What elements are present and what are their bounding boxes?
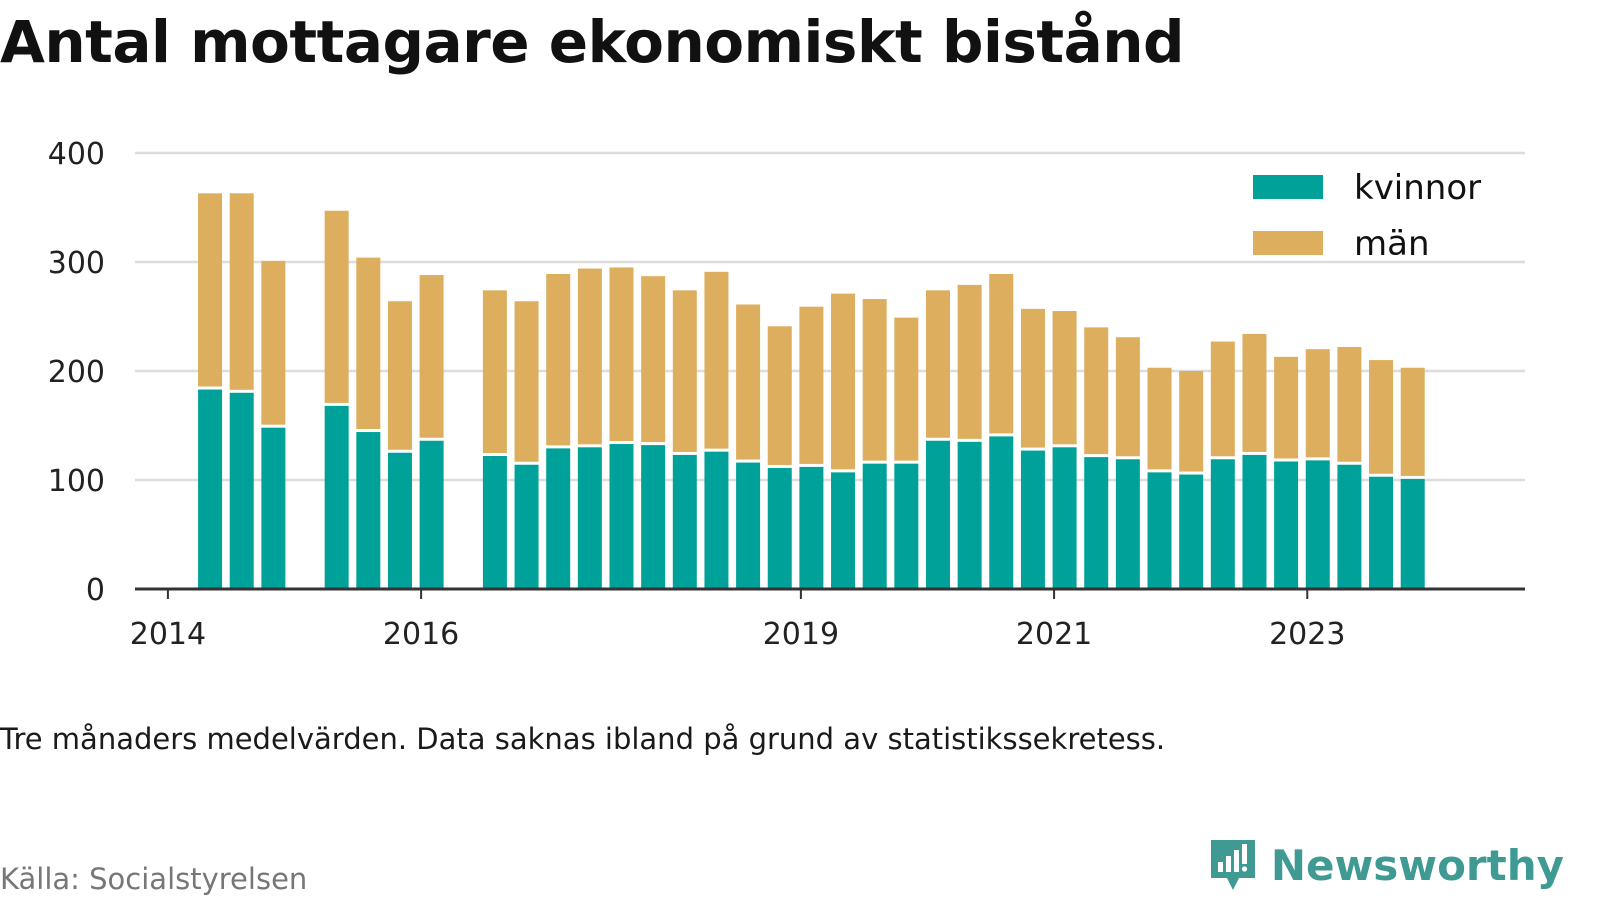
- bar-kvinnor: [1179, 474, 1204, 589]
- bar-man: [1115, 337, 1140, 457]
- bar-man: [1400, 367, 1425, 476]
- brand-logo: Newsworthy: [1207, 836, 1564, 894]
- y-tick-label: 100: [48, 464, 105, 499]
- bar-man: [514, 301, 539, 462]
- bar-man: [925, 290, 950, 438]
- bar-kvinnor: [324, 405, 349, 589]
- bar-kvinnor: [546, 448, 571, 589]
- bar-kvinnor: [482, 456, 507, 589]
- bar-kvinnor: [989, 436, 1014, 589]
- bar-man: [324, 210, 349, 403]
- bar-kvinnor: [1369, 476, 1394, 589]
- bar-man: [1052, 311, 1077, 445]
- bar-man: [419, 275, 444, 438]
- bar-man: [767, 326, 792, 466]
- bar-man: [862, 299, 887, 461]
- bar-man: [989, 273, 1014, 434]
- x-tick-label: 2016: [383, 617, 459, 652]
- bar-man: [546, 273, 571, 446]
- bar-kvinnor: [862, 463, 887, 589]
- chart-title: Antal mottagare ekonomiskt bistånd: [0, 8, 1185, 76]
- bar-man: [1020, 308, 1045, 448]
- bar-man: [672, 290, 697, 452]
- bar-man: [1305, 349, 1330, 458]
- bar-kvinnor: [1242, 454, 1267, 589]
- bar-man: [229, 193, 254, 390]
- bar-kvinnor: [1147, 472, 1172, 589]
- bar-kvinnor: [577, 447, 602, 589]
- legend-swatch-man: [1253, 231, 1323, 255]
- bar-kvinnor: [229, 392, 254, 589]
- source-label: Källa: Socialstyrelsen: [0, 862, 308, 896]
- bar-man: [482, 290, 507, 454]
- legend: kvinnor män: [1253, 168, 1481, 264]
- bar-man: [577, 268, 602, 445]
- bar-man: [831, 293, 856, 470]
- bar-kvinnor: [609, 444, 634, 589]
- bar-man: [1337, 347, 1362, 462]
- bar-kvinnor: [387, 452, 412, 589]
- bar-man: [356, 257, 381, 430]
- bar-man: [1369, 360, 1394, 474]
- legend-label: män: [1354, 224, 1430, 264]
- x-tick-label: 2019: [763, 617, 839, 652]
- bar-kvinnor: [1210, 459, 1235, 589]
- bar-man: [387, 301, 412, 450]
- x-tick-label: 2014: [130, 617, 206, 652]
- bar-man: [1210, 341, 1235, 457]
- bar-kvinnor: [736, 462, 761, 589]
- bar-kvinnor: [767, 468, 792, 589]
- stacked-bar-chart: 0 100 200 300 400 2014 2016 2019 2021 2023 kvinno…: [48, 137, 1525, 652]
- bar-man: [957, 284, 982, 439]
- newsworthy-logo-icon: [1210, 840, 1255, 890]
- bar-kvinnor: [925, 440, 950, 589]
- bar-kvinnor: [957, 441, 982, 589]
- bar-man: [1179, 371, 1204, 472]
- legend-label: kvinnor: [1354, 168, 1481, 208]
- bar-man: [799, 306, 824, 464]
- bar-man: [1084, 327, 1109, 455]
- bar-kvinnor: [261, 427, 286, 589]
- bar-man: [1242, 333, 1267, 452]
- bar-man: [198, 193, 223, 387]
- bar-kvinnor: [894, 463, 919, 589]
- bar-kvinnor: [356, 432, 381, 589]
- axes: 0 100 200 300 400 2014 2016 2019 2021 2023: [48, 137, 1525, 652]
- bar-kvinnor: [672, 454, 697, 589]
- y-tick-label: 300: [48, 246, 105, 281]
- bar-man: [641, 276, 666, 443]
- bar-kvinnor: [704, 451, 729, 589]
- bars: [198, 193, 1425, 589]
- chart-note: Tre månaders medelvärden. Data saknas ib…: [0, 722, 1166, 756]
- bar-kvinnor: [1400, 478, 1425, 589]
- bar-kvinnor: [1052, 447, 1077, 589]
- bar-kvinnor: [831, 472, 856, 589]
- bar-man: [1274, 356, 1299, 459]
- bar-man: [261, 260, 286, 425]
- bar-man: [704, 271, 729, 449]
- legend-swatch-kvinnor: [1253, 175, 1323, 199]
- bar-kvinnor: [1305, 460, 1330, 589]
- bar-man: [894, 317, 919, 461]
- bar-kvinnor: [198, 389, 223, 589]
- bar-kvinnor: [799, 466, 824, 589]
- y-tick-label: 400: [48, 137, 105, 172]
- bar-kvinnor: [1274, 461, 1299, 589]
- bar-kvinnor: [1115, 459, 1140, 589]
- y-tick-label: 200: [48, 355, 105, 390]
- bar-kvinnor: [514, 464, 539, 589]
- bar-kvinnor: [419, 440, 444, 589]
- bar-man: [736, 304, 761, 460]
- brand-name: Newsworthy: [1270, 840, 1564, 890]
- bar-kvinnor: [1020, 450, 1045, 589]
- x-tick-label: 2023: [1269, 617, 1345, 652]
- x-tick-label: 2021: [1016, 617, 1092, 652]
- bar-man: [609, 267, 634, 442]
- bar-kvinnor: [1084, 457, 1109, 589]
- bar-man: [1147, 367, 1172, 470]
- bar-kvinnor: [641, 445, 666, 589]
- y-tick-label: 0: [86, 573, 105, 608]
- bar-kvinnor: [1337, 464, 1362, 589]
